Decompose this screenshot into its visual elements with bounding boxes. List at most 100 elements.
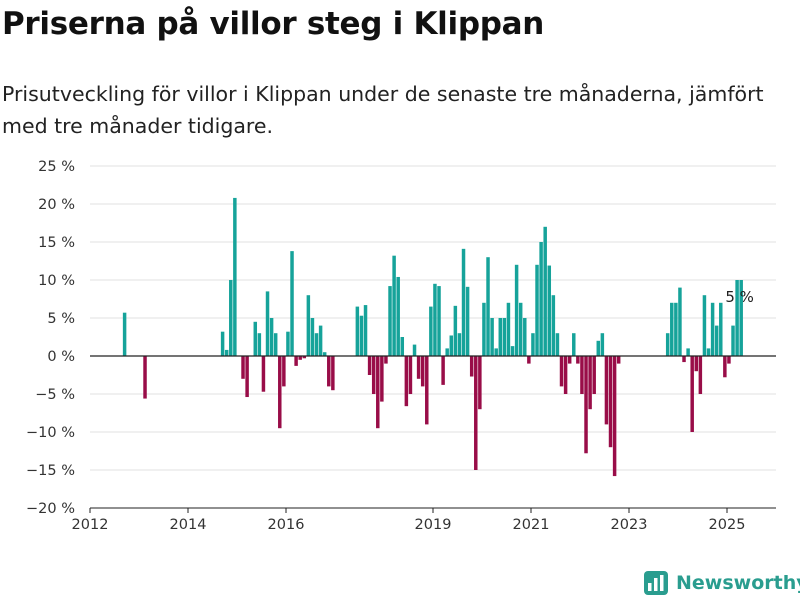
bar	[376, 356, 380, 429]
bar	[539, 242, 543, 356]
bar	[449, 335, 454, 356]
bar	[245, 356, 249, 398]
bar	[229, 280, 233, 356]
labels: 25 % 20 % 15 % 10 % 5 % 0 % −5 % −10 % −15 % −20 …	[26, 159, 754, 530]
bar	[469, 356, 474, 377]
bar	[686, 348, 690, 356]
bar	[465, 286, 470, 356]
bar	[535, 264, 539, 356]
bar	[302, 356, 307, 359]
bar	[400, 337, 405, 356]
bar	[306, 295, 311, 356]
bar	[367, 356, 372, 375]
bar	[253, 321, 258, 356]
bar	[327, 356, 331, 387]
bar	[694, 356, 699, 372]
bar	[506, 302, 511, 356]
bar	[494, 348, 498, 356]
bar	[482, 302, 486, 356]
bar	[710, 302, 715, 356]
x-tick-label: 2023	[611, 517, 648, 530]
bar	[282, 356, 286, 387]
bar	[563, 356, 568, 394]
bar	[572, 333, 576, 356]
bar	[359, 315, 364, 356]
bar	[396, 276, 400, 356]
bar	[384, 356, 388, 364]
bar	[665, 333, 670, 356]
bar	[682, 356, 686, 363]
bar	[224, 349, 229, 356]
bar	[371, 356, 376, 394]
bar	[388, 286, 392, 356]
x-tick-label: 2025	[709, 517, 746, 530]
bar	[355, 306, 360, 356]
bar	[404, 356, 409, 407]
bar	[429, 306, 433, 356]
bar	[441, 356, 445, 385]
x-tick-label: 2012	[72, 517, 109, 530]
bar	[433, 283, 437, 356]
bar	[580, 356, 584, 394]
bar	[612, 356, 617, 477]
bar	[604, 356, 609, 425]
bar	[453, 305, 458, 356]
y-tick-label: −15 %	[26, 463, 75, 479]
bar	[702, 295, 707, 356]
x-tick-label: 2021	[513, 517, 550, 530]
bar	[490, 318, 494, 356]
bar	[608, 356, 613, 448]
bar	[498, 318, 503, 356]
bar	[706, 348, 711, 356]
bar	[318, 325, 323, 356]
bar	[523, 318, 527, 356]
bar	[220, 331, 225, 356]
bar	[502, 318, 507, 356]
bar	[122, 312, 127, 356]
latest-value-label: 5 %	[725, 288, 754, 306]
bar	[690, 356, 694, 432]
bar	[670, 302, 674, 356]
bar	[551, 295, 556, 356]
bar	[592, 356, 596, 394]
bar	[437, 286, 441, 356]
bar	[600, 333, 605, 356]
y-tick-label: −20 %	[26, 501, 75, 517]
bar	[265, 291, 270, 356]
y-tick-label: −5 %	[35, 387, 75, 403]
axes	[89, 355, 776, 513]
bar	[735, 280, 739, 356]
bar	[698, 356, 703, 394]
bar	[290, 251, 294, 356]
bar	[596, 340, 601, 356]
bar	[543, 226, 547, 356]
bar	[425, 356, 429, 425]
bar	[678, 287, 682, 356]
page-title: Priserna på villor steg i Klippan	[2, 6, 544, 42]
bar	[233, 197, 237, 356]
bar	[723, 356, 727, 378]
bar	[392, 255, 396, 356]
bar	[576, 356, 580, 364]
y-tick-label: 0 %	[47, 349, 75, 365]
bar	[474, 356, 478, 470]
bar	[408, 356, 413, 394]
bar	[731, 325, 735, 356]
bar	[616, 356, 621, 364]
bar	[527, 356, 531, 364]
bar	[298, 356, 302, 360]
bar	[363, 305, 368, 356]
bar	[457, 333, 462, 356]
bar	[310, 318, 315, 356]
y-tick-label: 20 %	[38, 197, 75, 213]
bar	[478, 356, 482, 410]
bar	[273, 333, 278, 356]
y-tick-label: 15 %	[38, 235, 75, 251]
bar	[380, 356, 384, 402]
page-subtitle: Prisutveckling för villor i Klippan unde…	[2, 82, 764, 138]
bar	[714, 325, 719, 356]
y-tick-label: 5 %	[47, 311, 75, 327]
bar	[445, 348, 449, 356]
bar	[241, 356, 245, 379]
bar	[294, 356, 298, 366]
